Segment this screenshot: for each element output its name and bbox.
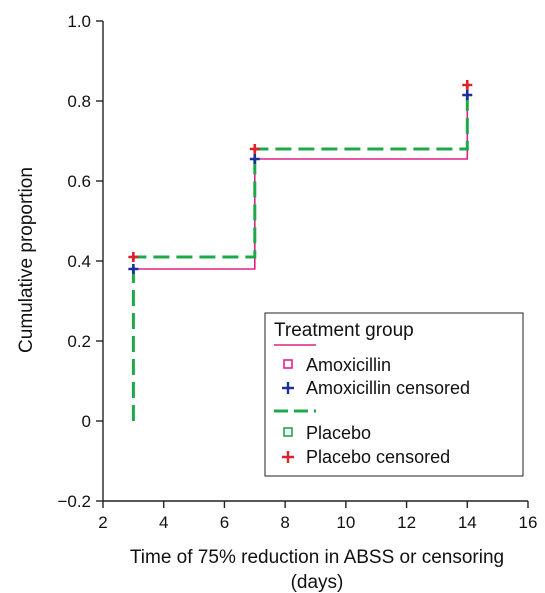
censor-marker-amoxicillin [128,264,139,274]
censor-marker-amoxicillin [462,90,473,100]
x-tick-label: 12 [397,513,416,532]
x-tick-label: 2 [98,513,107,532]
x-tick-label: 6 [220,513,229,532]
y-tick-label: 0 [82,412,91,431]
x-axis-title: Time of 75% reduction in ABSS or censori… [130,547,504,568]
x-axis-title-units: (days) [291,572,344,593]
y-tick-label: −0.2 [57,492,91,511]
axes: −0.2 0 0.2 0.4 0.6 0.8 1.0 2 4 6 8 10 12 14 16 [57,12,537,532]
legend-placebo-censored-marker [282,451,294,463]
series-line-amoxicillin [133,95,469,270]
y-tick-label: 0.6 [67,172,91,191]
x-tick-label: 10 [336,513,355,532]
legend-title: Treatment group [274,320,414,341]
x-tick-label: 14 [458,513,477,532]
censor-marker-placebo [249,144,260,154]
x-tick-label: 8 [280,513,289,532]
censor-marker-placebo [462,80,473,90]
y-tick-label: 0.2 [67,332,91,351]
legend-box [264,312,524,477]
x-tick-label: 4 [159,513,168,532]
legend-amoxicillin-censored-marker [282,382,294,394]
legend-placebo-label: Placebo [306,423,371,443]
censor-markers [128,80,473,274]
legend-amoxicillin-label: Amoxicillin [306,355,391,375]
legend-placebo-censored-label: Placebo censored [306,447,450,467]
legend-amoxicillin-censored-label: Amoxicillin censored [306,378,470,398]
y-tick-label: 0.4 [67,252,91,271]
legend-placebo-marker [283,427,293,437]
x-tick-label: 16 [519,513,538,532]
censor-marker-placebo [128,252,139,262]
y-axis-title: Cumulative proportion [16,167,37,353]
y-tick-label: 1.0 [67,12,91,31]
legend: Treatment group Amoxicillin Amoxicillin … [264,312,524,477]
legend-amoxicillin-marker [283,359,293,369]
y-tick-label: 0.8 [67,92,91,111]
censor-marker-amoxicillin [249,154,260,164]
